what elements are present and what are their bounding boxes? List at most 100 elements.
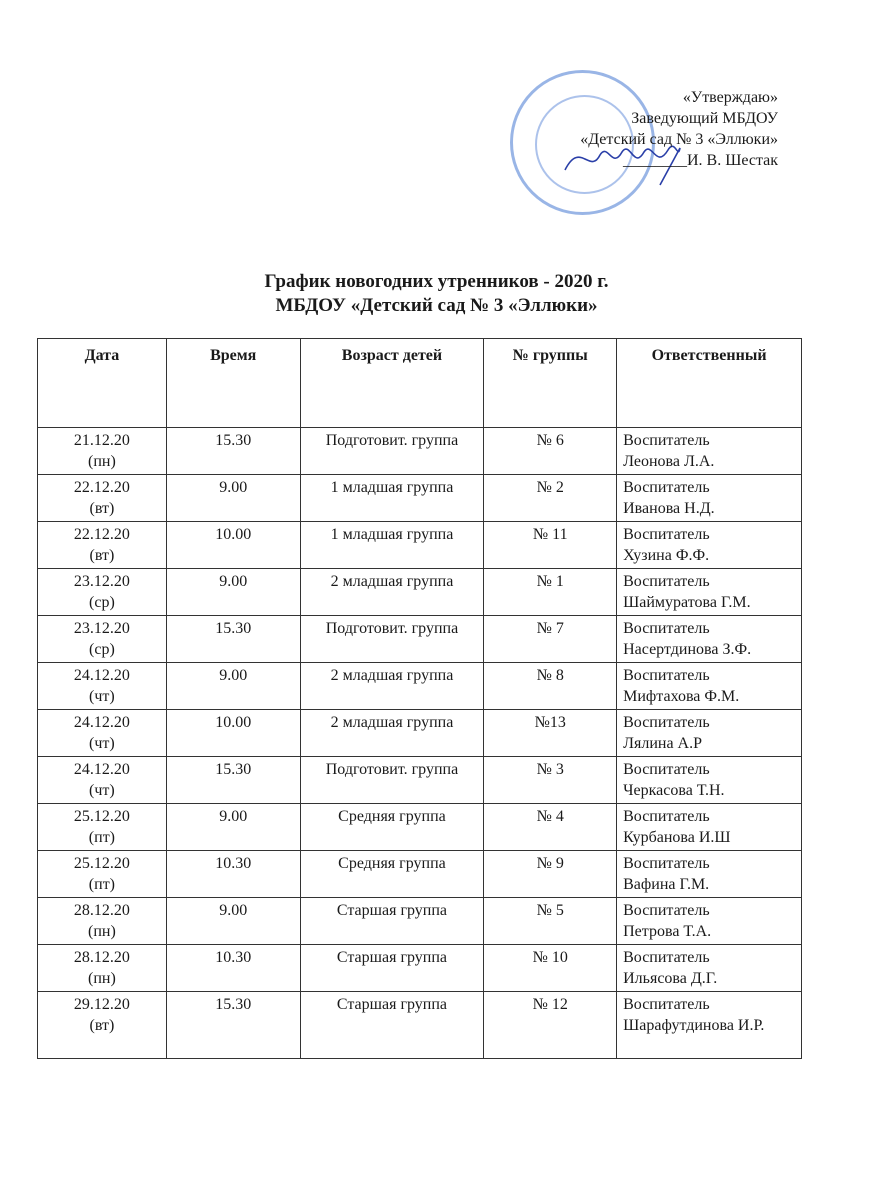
date: 24.12.20 (73, 667, 130, 684)
cell-time: 15.30 (165, 756, 301, 804)
cell-responsible: Воспитатель Мифтахова Ф.М. (616, 662, 802, 710)
table-header-row: Дата Время Возраст детей № группы Ответс… (37, 338, 802, 428)
date: 28.12.20 (73, 902, 130, 919)
weekday: (вт) (89, 500, 115, 517)
weekday: (вт) (89, 1017, 115, 1034)
table-row: 25.12.20 (пт) 9.00 Средняя группа № 4 Воспита… (37, 803, 802, 851)
cell-age: 2 младшая группа (299, 709, 485, 757)
cell-group: № 6 (483, 427, 618, 475)
date: 22.12.20 (73, 479, 130, 496)
cell-age: 1 младшая группа (299, 474, 485, 522)
date: 25.12.20 (73, 855, 130, 872)
role: Воспитатель (623, 808, 710, 825)
cell-age: 1 младшая группа (299, 521, 485, 569)
signature (564, 145, 681, 186)
date: 29.12.20 (73, 996, 130, 1013)
cell-responsible: Воспитатель Вафина Г.М. (616, 850, 802, 898)
table-row: 24.12.20 (чт) 15.30 Подготовит. группа № 3 Во… (37, 756, 802, 804)
cell-time: 9.00 (165, 662, 301, 710)
table-row: 23.12.20 (ср) 9.00 2 младшая группа № 1 Воспи… (37, 568, 802, 616)
table-row: 29.12.20 (вт) 15.30 Старшая группа № 12 Воспи… (37, 991, 802, 1059)
teacher-name: Курбанова И.Ш (623, 829, 731, 846)
teacher-name: Петрова Т.А. (623, 923, 712, 940)
header-date: Дата (37, 338, 167, 428)
official-stamp (510, 70, 655, 215)
cell-age: 2 младшая группа (299, 662, 485, 710)
date: 25.12.20 (73, 808, 130, 825)
cell-age: Старшая группа (299, 897, 485, 945)
header-age: Возраст детей (299, 338, 485, 428)
cell-time: 15.30 (165, 991, 301, 1059)
weekday: (пт) (88, 829, 116, 846)
cell-responsible: Воспитатель Хузина Ф.Ф. (616, 521, 802, 569)
cell-time: 10.00 (165, 709, 301, 757)
cell-group: № 12 (483, 991, 618, 1059)
weekday: (чт) (89, 735, 115, 752)
approval-name: ________И. В. Шестак (622, 152, 778, 169)
cell-date: 21.12.20 (пн) (37, 427, 167, 475)
approval-position: Заведующий МБДОУ (631, 110, 778, 127)
role: Воспитатель (623, 902, 710, 919)
page-title: График новогодних утренников - 2020 г. М… (0, 270, 873, 318)
cell-date: 23.12.20 (ср) (37, 568, 167, 616)
cell-time: 9.00 (165, 474, 301, 522)
cell-time: 10.30 (165, 944, 301, 992)
cell-responsible: Воспитатель Шаймуратова Г.М. (616, 568, 802, 616)
date: 23.12.20 (73, 620, 130, 637)
date: 21.12.20 (73, 432, 130, 449)
teacher-name: Леонова Л.А. (623, 453, 715, 470)
table-row: 28.12.20 (пн) 10.30 Старшая группа № 10 Воспи… (37, 944, 802, 992)
cell-responsible: Воспитатель Шарафутдинова И.Р. (616, 991, 802, 1059)
table-row: 25.12.20 (пт) 10.30 Средняя группа № 9 Воспит… (37, 850, 802, 898)
table-row: 22.12.20 (вт) 10.00 1 младшая группа № 11 Вос… (37, 521, 802, 569)
cell-date: 28.12.20 (пн) (37, 897, 167, 945)
date: 23.12.20 (73, 573, 130, 590)
teacher-name: Иванова Н.Д. (623, 500, 715, 517)
title-line-1: График новогодних утренников - 2020 г. (264, 271, 609, 292)
cell-date: 22.12.20 (вт) (37, 521, 167, 569)
approver-name: И. В. Шестак (686, 152, 778, 169)
approval-line: «Утверждаю» (682, 89, 778, 106)
cell-date: 24.12.20 (чт) (37, 662, 167, 710)
cell-age: Старшая группа (299, 991, 485, 1059)
teacher-name: Мифтахова Ф.М. (623, 688, 740, 705)
role: Воспитатель (623, 714, 710, 731)
cell-time: 9.00 (165, 568, 301, 616)
cell-age: Подготовит. группа (299, 615, 485, 663)
role: Воспитатель (623, 949, 710, 966)
weekday: (ср) (89, 641, 115, 658)
cell-responsible: Воспитатель Иванова Н.Д. (616, 474, 802, 522)
weekday: (пт) (88, 876, 116, 893)
table-row: 24.12.20 (чт) 10.00 2 младшая группа №13 Восп… (37, 709, 802, 757)
date: 28.12.20 (73, 949, 130, 966)
teacher-name: Насертдинова З.Ф. (623, 641, 752, 658)
cell-group: № 2 (483, 474, 618, 522)
weekday: (вт) (89, 547, 115, 564)
weekday: (пн) (88, 923, 116, 940)
teacher-name: Ильясова Д.Г. (623, 970, 718, 987)
cell-group: № 4 (483, 803, 618, 851)
date: 24.12.20 (73, 761, 130, 778)
cell-age: Подготовит. группа (299, 427, 485, 475)
cell-age: Средняя группа (299, 850, 485, 898)
cell-group: № 7 (483, 615, 618, 663)
cell-responsible: Воспитатель Ильясова Д.Г. (616, 944, 802, 992)
table-row: 21.12.20 (пн) 15.30 Подготовит. группа № 6 Во… (37, 427, 802, 475)
cell-date: 28.12.20 (пн) (37, 944, 167, 992)
role: Воспитатель (623, 667, 710, 684)
teacher-name: Вафина Г.М. (623, 876, 710, 893)
teacher-name: Шаймуратова Г.М. (623, 594, 751, 611)
cell-group: № 10 (483, 944, 618, 992)
schedule-table: Дата Время Возраст детей № группы Ответс… (37, 338, 802, 1059)
weekday: (пн) (88, 970, 116, 987)
cell-responsible: Воспитатель Лялина А.Р (616, 709, 802, 757)
approval-org: «Детский сад № 3 «Эллюки» (580, 131, 778, 148)
cell-date: 24.12.20 (чт) (37, 756, 167, 804)
table-row: 23.12.20 (ср) 15.30 Подготовит. группа № 7 Во… (37, 615, 802, 663)
role: Воспитатель (623, 620, 710, 637)
cell-time: 10.00 (165, 521, 301, 569)
cell-time: 9.00 (165, 803, 301, 851)
cell-date: 22.12.20 (вт) (37, 474, 167, 522)
weekday: (чт) (89, 782, 115, 799)
